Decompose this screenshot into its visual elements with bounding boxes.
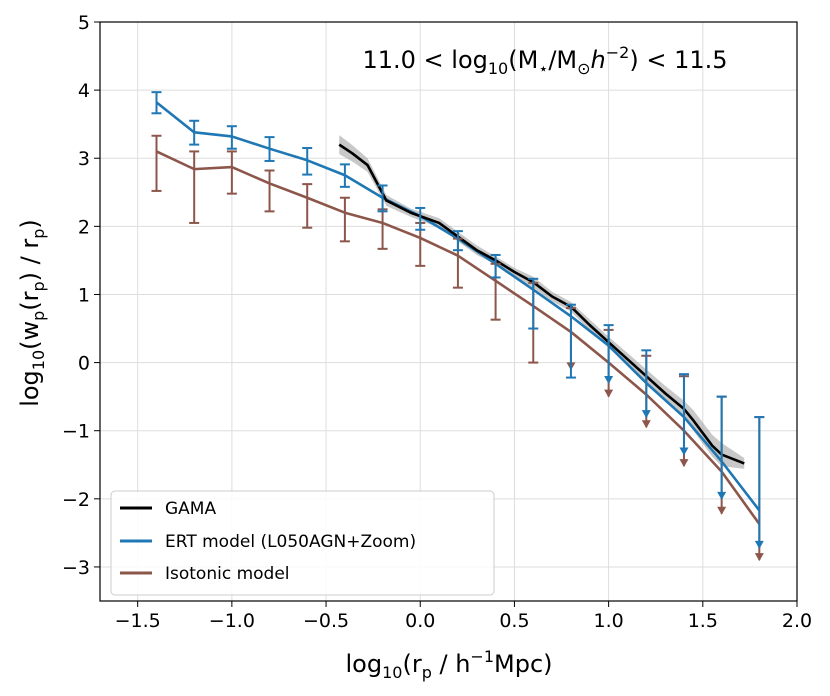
x-tick-label: 1.0 xyxy=(594,610,624,632)
y-tick-label: 4 xyxy=(78,80,90,102)
y-tick-label: −3 xyxy=(62,557,90,579)
y-tick-label: 5 xyxy=(78,12,90,34)
y-tick-label: 3 xyxy=(78,148,90,170)
legend: GAMA ERT model (L050AGN+Zoom) Isotonic m… xyxy=(110,490,495,596)
isotonic-upper-limit-arrow xyxy=(679,459,689,468)
plot-frame xyxy=(99,21,798,602)
ert-upper-limit-arrow xyxy=(641,410,651,419)
ert-upper-limit-arrow xyxy=(679,447,689,456)
series-lines xyxy=(155,101,761,525)
y-tick-label: −1 xyxy=(62,421,90,443)
x-tick-label: 1.5 xyxy=(688,610,718,632)
legend-box xyxy=(110,490,495,596)
y-axis-label: log10(wp(rp) / rp) xyxy=(16,219,48,407)
isotonic-upper-limit-arrow xyxy=(641,420,651,429)
x-tick-label: −0.5 xyxy=(303,610,349,632)
ert-upper-limit-arrow xyxy=(717,491,727,500)
x-tick-label: 2.0 xyxy=(782,610,812,632)
x-axis-label: log10(rp / h−1Mpc) xyxy=(346,647,553,682)
error-bars xyxy=(151,91,765,562)
y-tick-label: 2 xyxy=(78,216,90,238)
x-tick-label: −1.0 xyxy=(209,610,255,632)
x-tick-label: −1.5 xyxy=(115,610,161,632)
x-tick-label: 0.0 xyxy=(405,610,435,632)
isotonic-upper-limit-arrow xyxy=(604,389,614,398)
legend-label-isotonic: Isotonic model xyxy=(165,564,290,584)
isotonic-upper-limit-arrow xyxy=(754,553,764,562)
x-tick-label: 0.5 xyxy=(499,610,529,632)
axis-ticks: −1.5 −1.0 −0.5 0.0 0.5 1.0 1.5 2.0 −3 −2 −1 0 1 2 3 4 5 xyxy=(62,12,812,632)
ert-model-line xyxy=(155,101,761,512)
y-tick-label: 0 xyxy=(78,353,90,375)
gama-line xyxy=(338,143,745,465)
range-annotation: 11.0 < log10(M⋆/M⊙h−2) < 11.5 xyxy=(362,43,727,78)
ert-upper-limit-arrow xyxy=(604,376,614,385)
ert-upper-limit-arrow xyxy=(754,540,764,549)
y-tick-label: −2 xyxy=(62,489,90,511)
isotonic-model-line xyxy=(155,150,761,525)
y-tick-label: 1 xyxy=(78,284,90,306)
legend-label-ert: ERT model (L050AGN+Zoom) xyxy=(165,532,416,552)
isotonic-upper-limit-arrow xyxy=(717,506,727,515)
legend-label-gama: GAMA xyxy=(165,499,216,519)
